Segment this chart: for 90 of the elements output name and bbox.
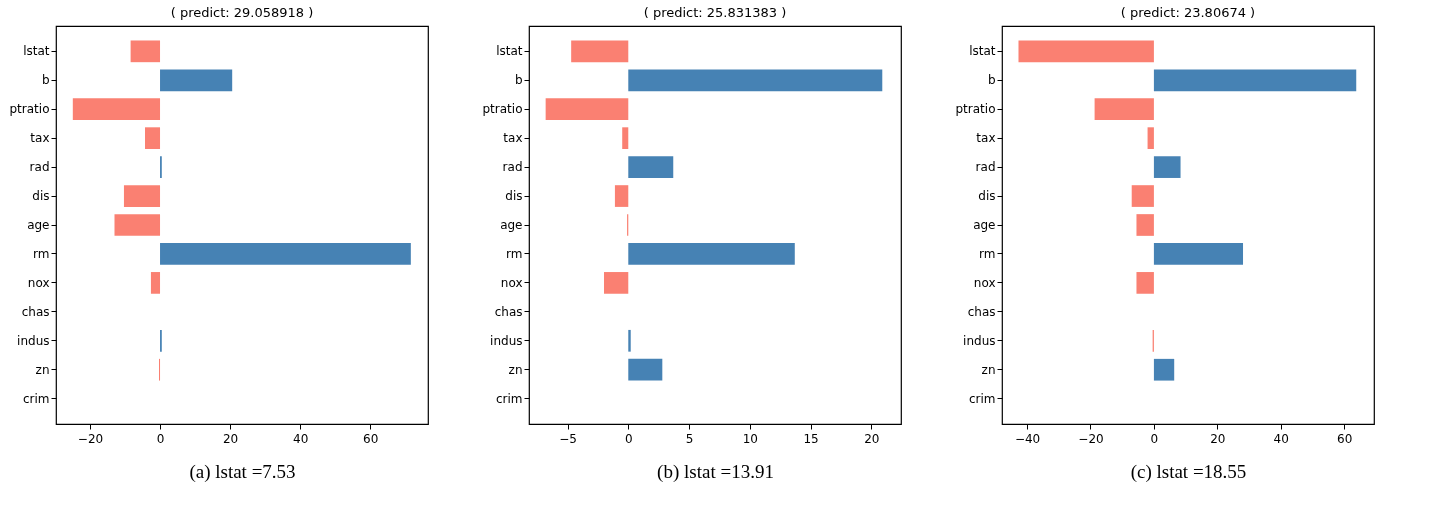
y-tick-label: lstat xyxy=(496,44,523,59)
y-tick-label: age xyxy=(27,218,50,232)
y-tick-label: zn xyxy=(35,362,50,377)
bar xyxy=(571,40,629,63)
y-tick-label: ptratio xyxy=(955,102,996,117)
x-tick-label: −20 xyxy=(1078,431,1104,446)
x-tick-label: 0 xyxy=(156,431,165,446)
x-tick-label: −20 xyxy=(77,431,104,446)
y-tick-label: nox xyxy=(973,275,996,290)
x-tick-label: 0 xyxy=(1150,431,1159,446)
bar xyxy=(628,243,795,265)
bar xyxy=(1018,40,1154,63)
x-tick-label: −5 xyxy=(559,431,577,446)
bar xyxy=(603,272,629,294)
y-tick-label: zn xyxy=(508,362,523,377)
y-tick-label: indus xyxy=(17,333,50,348)
x-tick-label: 5 xyxy=(685,431,694,446)
y-tick-label: rm xyxy=(506,246,523,261)
bar xyxy=(1147,127,1154,150)
y-tick-label: age xyxy=(973,218,996,232)
y-tick-label: lstat xyxy=(969,44,996,59)
bar xyxy=(1153,69,1357,92)
y-tick-label: b xyxy=(41,73,50,88)
bar xyxy=(628,156,674,178)
chart-title: ( predict: 25.831383 ) xyxy=(643,5,787,20)
bar xyxy=(123,185,161,207)
bar xyxy=(1153,243,1244,265)
bar xyxy=(545,98,629,121)
y-tick-label: rad xyxy=(29,160,50,175)
bar xyxy=(1136,272,1154,294)
y-tick-label: dis xyxy=(978,189,996,204)
x-tick-label: 0 xyxy=(624,431,633,446)
y-tick-label: crim xyxy=(22,391,50,406)
bar xyxy=(160,69,233,92)
y-tick-label: tax xyxy=(976,131,996,146)
x-tick-label: 40 xyxy=(1273,431,1289,446)
y-tick-label: rm xyxy=(33,246,50,261)
y-tick-label: dis xyxy=(32,189,50,204)
y-tick-label: zn xyxy=(981,362,996,377)
y-tick-label: ptratio xyxy=(482,102,523,117)
y-tick-label: chas xyxy=(967,304,996,319)
bar xyxy=(1153,156,1181,178)
x-tick-label: 20 xyxy=(222,431,239,446)
y-tick-label: rm xyxy=(979,246,996,261)
bar xyxy=(1131,185,1154,207)
y-tick-label: lstat xyxy=(23,44,50,59)
y-tick-label: indus xyxy=(963,333,996,348)
bar xyxy=(1153,358,1175,381)
x-tick-label: 60 xyxy=(363,431,379,446)
y-tick-label: age xyxy=(500,218,523,232)
x-tick-label: 20 xyxy=(1210,431,1226,446)
x-axis-title: (a) lstat =7.53 xyxy=(189,460,296,483)
y-tick-label: b xyxy=(987,73,996,88)
bar xyxy=(622,127,629,150)
x-tick-label: 15 xyxy=(803,431,819,446)
y-tick-label: tax xyxy=(30,131,50,146)
y-tick-label: chas xyxy=(494,304,523,319)
x-tick-label: 60 xyxy=(1337,431,1353,446)
bar xyxy=(144,127,161,150)
x-tick-label: 20 xyxy=(864,431,880,446)
bar xyxy=(614,185,629,207)
bar xyxy=(130,40,161,63)
y-tick-label: rad xyxy=(975,160,996,175)
chart-title: ( predict: 29.058918 ) xyxy=(170,5,314,20)
y-tick-label: dis xyxy=(505,189,523,204)
x-tick-label: −40 xyxy=(1014,431,1041,446)
chart-title: ( predict: 23.80674 ) xyxy=(1120,5,1256,20)
bar xyxy=(628,69,883,92)
y-tick-label: indus xyxy=(490,333,523,348)
x-axis-title: (c) lstat =18.55 xyxy=(1130,460,1247,483)
y-tick-label: rad xyxy=(502,160,523,175)
bar xyxy=(628,329,631,352)
x-tick-label: 10 xyxy=(742,431,758,446)
y-tick-label: nox xyxy=(500,275,523,290)
bar xyxy=(160,243,411,265)
y-tick-label: b xyxy=(514,73,523,88)
bar xyxy=(114,214,161,236)
bar xyxy=(1136,214,1154,236)
y-tick-label: chas xyxy=(21,304,50,319)
bar xyxy=(1094,98,1154,121)
y-tick-label: crim xyxy=(968,391,996,406)
x-tick-label: 40 xyxy=(293,431,309,446)
x-axis-title: (b) lstat =13.91 xyxy=(657,460,774,483)
y-tick-label: nox xyxy=(27,275,50,290)
bar xyxy=(150,272,161,294)
bar xyxy=(72,98,161,121)
y-tick-label: ptratio xyxy=(9,102,50,117)
y-tick-label: tax xyxy=(503,131,523,146)
y-tick-label: crim xyxy=(495,391,523,406)
bar xyxy=(628,358,663,381)
